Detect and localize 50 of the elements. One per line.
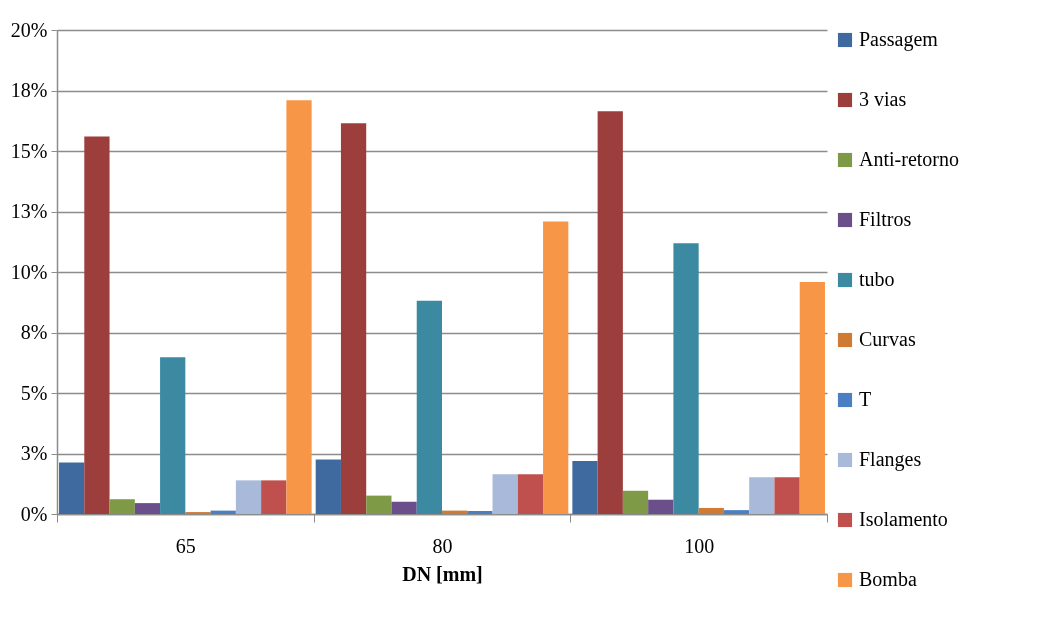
y-tick-label: 20%	[10, 18, 48, 41]
bar	[517, 474, 544, 514]
bar	[109, 499, 135, 514]
bar	[160, 357, 186, 514]
bar	[416, 300, 442, 514]
bar	[543, 221, 569, 514]
y-tick-label: 8%	[20, 321, 48, 343]
bar	[84, 136, 110, 514]
legend-label: Curvas	[859, 328, 916, 350]
bar	[261, 480, 287, 514]
bar	[723, 510, 750, 514]
bar	[467, 511, 493, 514]
legend-label: tubo	[859, 268, 895, 290]
bar	[59, 462, 85, 514]
bar	[315, 459, 341, 514]
bar	[622, 490, 649, 514]
y-tick-label: 3%	[20, 442, 48, 464]
legend-label: Passagem	[859, 28, 939, 51]
legend-label: Isolamento	[859, 508, 948, 530]
bar	[366, 495, 392, 514]
bar	[235, 480, 262, 514]
y-tick-label: 18%	[10, 79, 48, 101]
y-tick-label: 5%	[20, 381, 48, 404]
bar	[799, 281, 825, 514]
bar	[774, 477, 800, 514]
y-tick-label: 10%	[10, 260, 48, 283]
x-axis-title: DN [mm]	[402, 562, 483, 585]
bar	[340, 123, 367, 514]
y-tick-label: 15%	[10, 139, 48, 162]
bar	[492, 474, 518, 514]
x-tick-label: 80	[432, 534, 453, 557]
bar	[673, 243, 699, 514]
y-tick-label: 13%	[10, 200, 48, 222]
legend-label: Flanges	[859, 448, 922, 471]
legend-label: Anti-retorno	[859, 148, 959, 170]
legend-label: 3 vias	[859, 88, 907, 110]
bar	[698, 507, 724, 514]
bar	[648, 499, 674, 514]
legend-label: Filtros	[859, 208, 912, 230]
bar	[749, 477, 775, 514]
x-tick-label: 65	[175, 534, 196, 557]
legend-label: Bomba	[859, 568, 917, 590]
y-tick-label: 0%	[20, 502, 48, 525]
bar	[391, 501, 417, 514]
bar	[134, 503, 161, 514]
x-tick-label: 100	[684, 534, 715, 557]
bar	[286, 100, 312, 514]
legend-label: T	[859, 388, 872, 410]
bar	[572, 461, 598, 514]
bar	[597, 111, 623, 514]
